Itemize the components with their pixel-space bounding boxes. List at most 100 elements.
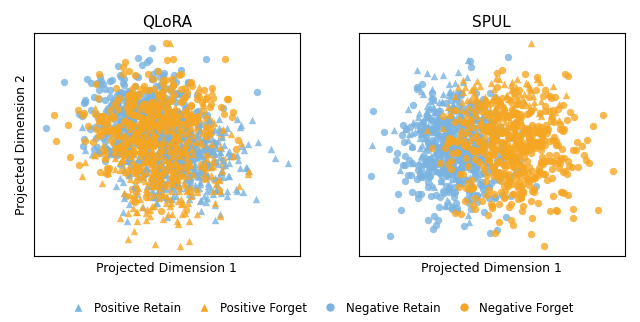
Point [195, 127, 205, 132]
Point [216, 170, 226, 175]
Point [445, 172, 456, 177]
Point [442, 129, 452, 134]
Point [200, 152, 211, 157]
Point [465, 109, 476, 114]
Point [456, 132, 466, 137]
Point [147, 156, 157, 161]
Point [477, 126, 487, 131]
Point [182, 134, 193, 139]
Point [224, 174, 234, 179]
Point [128, 118, 138, 123]
Point [211, 187, 221, 192]
Point [471, 150, 481, 156]
Point [206, 127, 216, 132]
Point [210, 201, 220, 206]
Point [447, 204, 457, 210]
Point [112, 93, 122, 98]
Point [107, 148, 117, 153]
Point [40, 125, 51, 130]
Point [167, 137, 177, 142]
Point [123, 151, 133, 156]
Point [115, 73, 125, 78]
Point [182, 129, 193, 135]
Point [168, 137, 178, 142]
Point [169, 176, 179, 182]
Point [482, 98, 492, 103]
Point [515, 134, 525, 139]
Point [404, 124, 415, 129]
Point [146, 110, 156, 115]
Point [463, 57, 474, 62]
Point [512, 159, 522, 164]
Point [455, 174, 465, 179]
Point [499, 195, 509, 200]
Point [522, 176, 532, 181]
Point [180, 129, 191, 134]
Point [432, 124, 442, 129]
Point [172, 108, 182, 113]
Point [504, 179, 515, 184]
Point [154, 75, 164, 80]
Point [442, 149, 452, 154]
Point [155, 83, 165, 89]
Point [421, 128, 431, 134]
Point [123, 95, 133, 100]
Point [205, 148, 215, 153]
Point [440, 143, 451, 148]
Point [452, 90, 463, 96]
Point [440, 203, 451, 208]
Point [123, 144, 133, 149]
Point [171, 132, 181, 137]
Point [136, 115, 146, 120]
Point [209, 120, 220, 126]
Point [429, 161, 439, 166]
Point [170, 157, 180, 162]
Point [150, 125, 161, 130]
Point [461, 106, 471, 111]
Point [438, 154, 448, 159]
Point [439, 190, 449, 195]
Point [172, 99, 182, 105]
Point [151, 157, 161, 162]
Point [533, 128, 543, 133]
Point [527, 123, 537, 128]
Point [189, 161, 200, 166]
Point [196, 131, 207, 136]
Point [424, 174, 434, 179]
Point [130, 112, 140, 118]
Point [210, 127, 220, 132]
Point [483, 187, 493, 192]
Point [400, 126, 410, 131]
Point [169, 157, 179, 162]
Point [175, 130, 185, 136]
Point [142, 124, 152, 129]
Point [513, 142, 523, 147]
Point [473, 148, 483, 154]
Point [494, 114, 504, 119]
Point [515, 136, 525, 141]
Point [136, 135, 147, 140]
Point [547, 115, 557, 120]
Point [147, 166, 157, 171]
Point [467, 134, 477, 139]
Point [182, 163, 192, 168]
Point [423, 147, 433, 153]
Point [563, 73, 573, 78]
Point [161, 168, 171, 173]
Point [452, 150, 462, 156]
Point [189, 137, 200, 142]
Point [513, 151, 524, 156]
Point [132, 130, 142, 135]
Point [532, 74, 542, 80]
Point [486, 123, 497, 128]
Point [477, 128, 488, 133]
Point [420, 129, 430, 135]
Point [474, 157, 484, 162]
Point [492, 95, 502, 100]
Point [554, 101, 564, 107]
Point [202, 131, 212, 136]
Point [168, 162, 178, 167]
Point [415, 128, 426, 133]
Point [500, 152, 510, 157]
Point [125, 105, 136, 110]
